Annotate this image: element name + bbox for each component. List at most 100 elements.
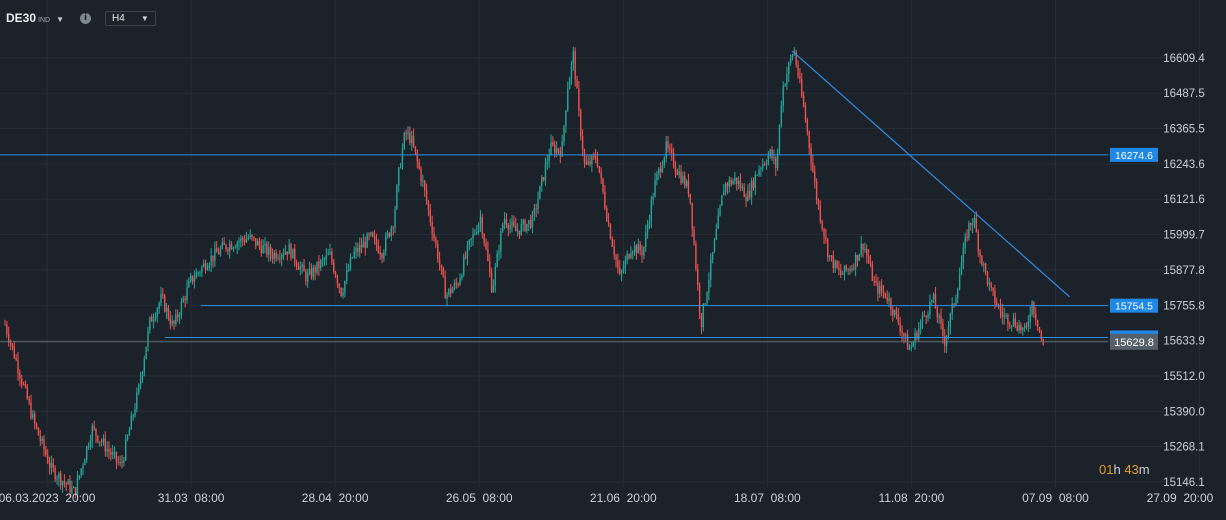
candle-body (784, 84, 786, 86)
info-icon[interactable]: i (80, 12, 92, 24)
candle-body (117, 461, 119, 463)
candle-body (333, 261, 335, 273)
candle-body (938, 315, 940, 318)
y-tick-label: 15390.0 (1163, 406, 1205, 418)
candle-body (58, 473, 60, 479)
candle-body (520, 224, 523, 235)
y-tick-label: 15999.7 (1163, 230, 1205, 242)
candle-body (593, 155, 595, 157)
countdown-minutes: 43 (1124, 462, 1139, 477)
candle-body (581, 136, 584, 151)
candle-body (158, 303, 160, 309)
candle-body (786, 74, 788, 85)
candle-body (726, 183, 729, 187)
candle-body (548, 154, 550, 162)
candle-body (912, 342, 914, 347)
candle-body (145, 346, 147, 359)
candle-body (386, 233, 389, 237)
candle-body (71, 487, 73, 493)
candle-body (4, 324, 6, 326)
candle-body (836, 260, 838, 268)
candle-body (557, 148, 560, 152)
candle-body (828, 255, 831, 257)
candle-body (628, 254, 630, 259)
candle-body (940, 315, 942, 324)
candle-body (377, 245, 380, 253)
timeframe-select[interactable]: H4 ▼ (105, 10, 156, 26)
candle-body (834, 260, 836, 269)
candle-body (1014, 318, 1017, 327)
candle-body (210, 255, 212, 265)
candle-body (749, 190, 751, 198)
candle-body (147, 330, 149, 347)
candle-body (704, 303, 706, 305)
candle-body (234, 247, 236, 249)
candle-countdown: 01h 43m (1099, 462, 1150, 477)
candle-body (893, 309, 896, 316)
candle-body (171, 320, 173, 325)
candle-body (880, 285, 883, 292)
candle-body (84, 459, 86, 466)
candle-body (884, 292, 887, 298)
candle-body (708, 279, 710, 293)
candle-body (149, 317, 151, 331)
candle-body (128, 429, 131, 436)
candle-body (399, 166, 402, 168)
candle-body (368, 234, 370, 236)
candle-body (227, 249, 229, 251)
candle-body (700, 313, 703, 327)
candle-body (685, 180, 688, 187)
caret-down-icon[interactable]: ▼ (56, 15, 65, 24)
candle-body (684, 176, 686, 187)
candle-body (102, 438, 105, 443)
candle-body (249, 234, 251, 238)
candle-body (693, 229, 695, 245)
candle-body (565, 110, 567, 127)
candle-body (1007, 314, 1009, 325)
candle-body (535, 208, 537, 210)
candle-body (34, 413, 36, 424)
candle-body (741, 186, 744, 189)
candle-body (1022, 327, 1024, 331)
candle-body (840, 270, 842, 275)
candle-body (206, 267, 209, 270)
candle-body (282, 254, 285, 256)
current-price-label: 15629.8 (1114, 337, 1154, 349)
candle-body (804, 106, 807, 120)
candle-body (13, 346, 15, 358)
candle-body (154, 316, 157, 320)
x-tick-label: 31.03 08:00 (158, 491, 225, 505)
candle-body (810, 147, 812, 164)
candle-body (539, 185, 541, 200)
candle-body (217, 252, 220, 255)
candle-body (91, 425, 93, 441)
candle-body (585, 161, 588, 165)
candle-body (966, 236, 968, 238)
candle-body (739, 181, 742, 189)
candle-body (723, 191, 725, 196)
candle-body (509, 225, 511, 230)
candle-body (721, 195, 723, 206)
candle-body (583, 150, 586, 162)
candle-body (305, 271, 307, 282)
candle-body (652, 196, 654, 201)
candle-body (281, 254, 283, 259)
candle-body (347, 269, 350, 271)
candle-body (19, 372, 21, 379)
candle-body (659, 168, 662, 173)
candle-body (238, 241, 240, 243)
timeframe-value: H4 (112, 12, 125, 24)
candle-body (136, 392, 138, 410)
candle-body (364, 241, 367, 248)
candle-body (56, 478, 58, 480)
candle-body (321, 259, 324, 261)
candle-body (490, 272, 493, 292)
candle-body (308, 268, 311, 274)
candle-body (476, 231, 478, 234)
x-tick-label: 28.04 20:00 (302, 491, 369, 505)
symbol-selector[interactable]: DE30 IND ▼ (6, 11, 64, 25)
candle-body (847, 269, 849, 271)
candle-body (953, 303, 955, 305)
